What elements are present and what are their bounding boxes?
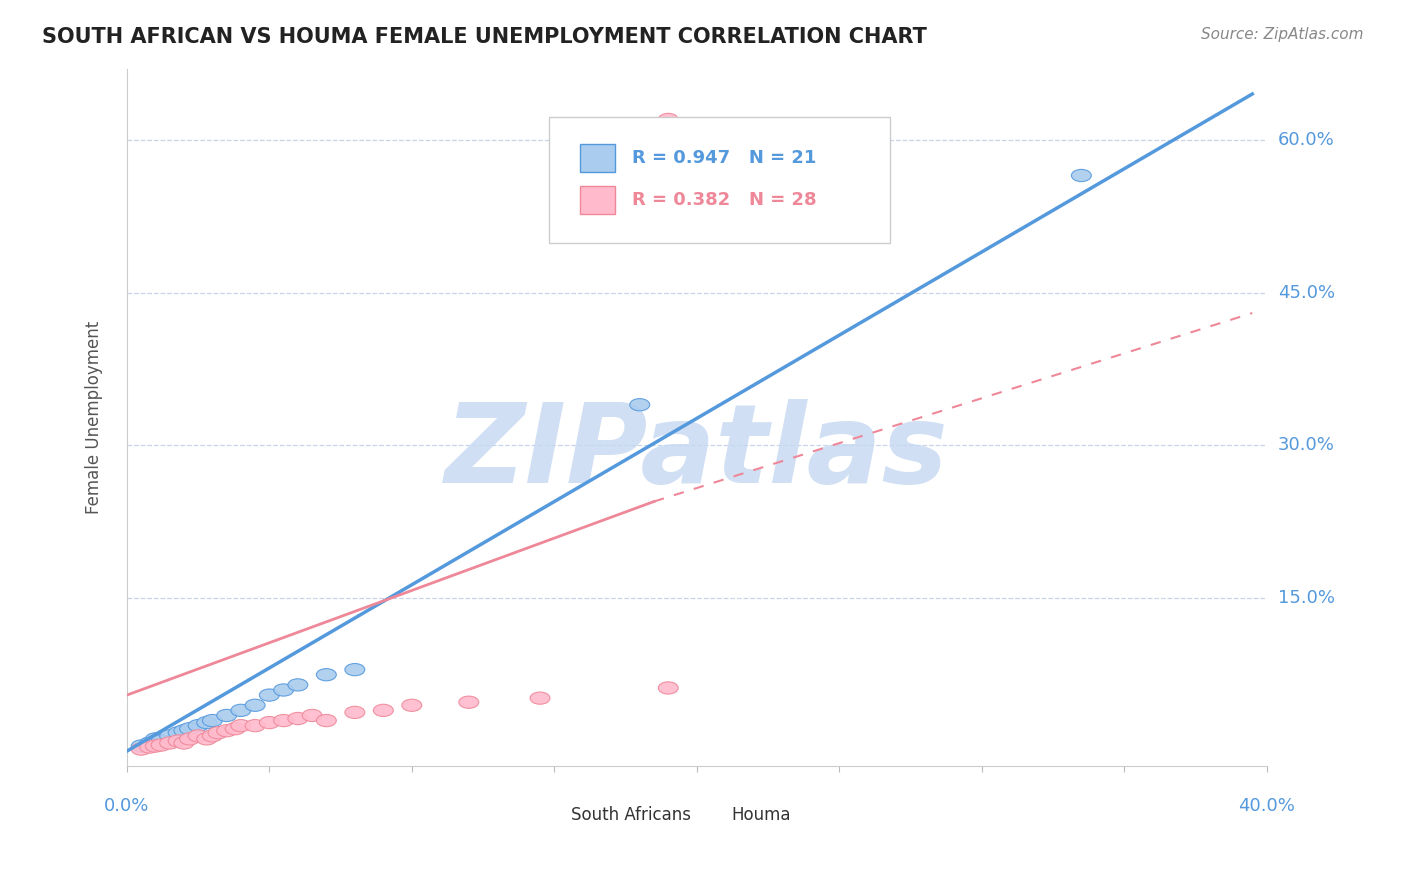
Ellipse shape [139,737,160,749]
Ellipse shape [150,739,172,751]
Ellipse shape [231,705,250,716]
Ellipse shape [530,692,550,705]
Ellipse shape [202,714,222,727]
Text: 0.0%: 0.0% [104,797,149,815]
Ellipse shape [160,730,180,742]
Ellipse shape [259,716,280,729]
Ellipse shape [344,706,364,719]
Ellipse shape [180,733,200,745]
Ellipse shape [288,679,308,691]
Text: 15.0%: 15.0% [1278,590,1334,607]
Ellipse shape [145,733,166,745]
Ellipse shape [174,724,194,737]
Text: 60.0%: 60.0% [1278,131,1334,149]
Ellipse shape [139,741,160,753]
Ellipse shape [188,730,208,742]
Text: 40.0%: 40.0% [1239,797,1295,815]
Ellipse shape [630,399,650,411]
Ellipse shape [231,720,250,731]
Ellipse shape [131,739,150,752]
Ellipse shape [197,716,217,729]
Ellipse shape [658,681,678,694]
FancyBboxPatch shape [581,186,614,214]
Ellipse shape [288,713,308,724]
Y-axis label: Female Unemployment: Female Unemployment [86,321,103,514]
Text: Source: ZipAtlas.com: Source: ZipAtlas.com [1201,27,1364,42]
Ellipse shape [658,113,678,126]
Text: South Africans: South Africans [571,806,692,824]
Ellipse shape [302,709,322,722]
Ellipse shape [180,723,200,735]
Ellipse shape [245,699,266,712]
FancyBboxPatch shape [548,118,890,243]
Ellipse shape [274,684,294,696]
Text: R = 0.947   N = 21: R = 0.947 N = 21 [631,149,815,167]
Ellipse shape [225,723,245,735]
Ellipse shape [169,735,188,747]
Ellipse shape [160,737,180,749]
Ellipse shape [259,689,280,701]
Ellipse shape [217,709,236,722]
FancyBboxPatch shape [581,144,614,172]
Ellipse shape [208,727,228,739]
Ellipse shape [1071,169,1091,182]
Ellipse shape [188,720,208,731]
Ellipse shape [202,730,222,742]
Ellipse shape [197,733,217,745]
Ellipse shape [274,714,294,727]
Ellipse shape [458,696,479,708]
Ellipse shape [402,699,422,712]
Ellipse shape [374,705,394,716]
Ellipse shape [131,743,150,756]
Ellipse shape [145,739,166,752]
Ellipse shape [344,664,364,676]
Text: SOUTH AFRICAN VS HOUMA FEMALE UNEMPLOYMENT CORRELATION CHART: SOUTH AFRICAN VS HOUMA FEMALE UNEMPLOYME… [42,27,927,46]
Ellipse shape [174,737,194,749]
Text: R = 0.382   N = 28: R = 0.382 N = 28 [631,191,817,209]
Text: ZIPatlas: ZIPatlas [444,399,949,506]
Ellipse shape [245,720,266,731]
Ellipse shape [150,735,172,747]
Ellipse shape [169,727,188,739]
FancyBboxPatch shape [697,805,721,826]
Text: 30.0%: 30.0% [1278,436,1334,455]
Ellipse shape [316,714,336,727]
Text: 45.0%: 45.0% [1278,284,1334,301]
Ellipse shape [217,724,236,737]
Text: Houma: Houma [731,806,790,824]
Ellipse shape [316,669,336,681]
FancyBboxPatch shape [537,805,562,826]
